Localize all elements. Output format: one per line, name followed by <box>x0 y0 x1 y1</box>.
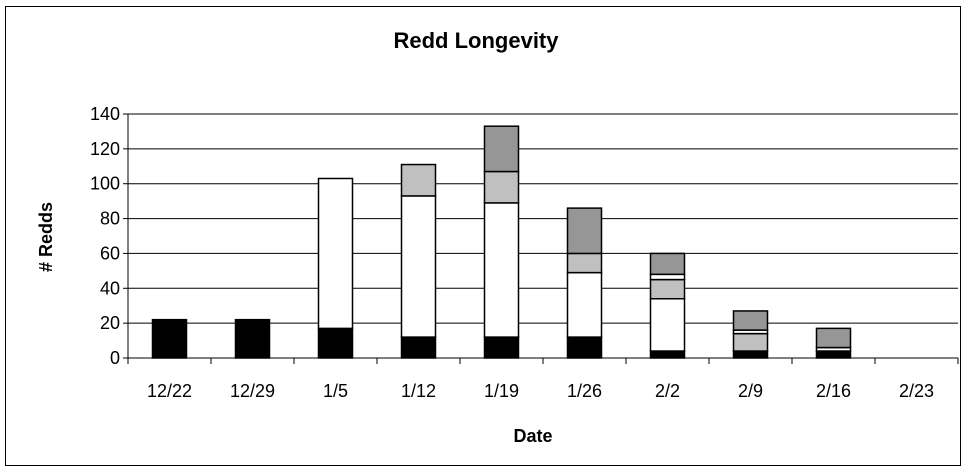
bar-segment <box>400 163 437 197</box>
bar-segment <box>483 170 520 204</box>
bar-segment <box>649 278 686 300</box>
x-tick-label: 1/12 <box>401 381 436 401</box>
bar-segment <box>566 336 603 359</box>
bar-segment <box>234 318 271 359</box>
y-tick-label: 100 <box>90 174 120 194</box>
bar-segment <box>400 195 437 338</box>
x-tick-label: 1/5 <box>323 381 348 401</box>
x-tick-label: 12/22 <box>147 381 192 401</box>
x-tick-label: 2/2 <box>655 381 680 401</box>
bar-segment <box>815 350 852 359</box>
bar-segment <box>732 350 769 359</box>
x-tick-labels: 12/22 12/29 1/5 1/12 1/19 1/26 2/2 2/9 2/16 2/23 <box>147 381 934 401</box>
bar-segment <box>732 310 769 331</box>
x-tick-label: 1/26 <box>567 381 602 401</box>
bar-segment <box>732 332 769 352</box>
x-tick-label: 12/29 <box>230 381 275 401</box>
gridlines <box>128 113 958 324</box>
bars <box>151 125 852 359</box>
y-tick-label: 40 <box>100 278 120 298</box>
x-tick-label: 1/19 <box>484 381 519 401</box>
y-tick-label: 120 <box>90 139 120 159</box>
x-axis-label: Date <box>513 426 552 446</box>
bar-segment <box>566 252 603 274</box>
x-tick-label: 2/9 <box>738 381 763 401</box>
x-tick-label: 2/23 <box>899 381 934 401</box>
bar-segment <box>483 336 520 359</box>
chart-title: Redd Longevity <box>393 28 559 53</box>
bar-segment <box>317 327 354 359</box>
y-tick-labels: 0 20 40 60 80 100 120 140 <box>90 104 128 368</box>
bar-segment <box>483 202 520 338</box>
bar-segment <box>649 252 686 276</box>
y-tick-label: 140 <box>90 104 120 124</box>
bar-segment <box>815 327 852 349</box>
y-tick-label: 80 <box>100 209 120 229</box>
y-axis-label: # Redds <box>36 202 56 272</box>
axes <box>127 114 959 364</box>
bar-segment <box>649 297 686 352</box>
x-tick-label: 2/16 <box>816 381 851 401</box>
bar-segment <box>483 125 520 173</box>
bar-segment <box>151 318 188 359</box>
y-tick-label: 0 <box>110 348 120 368</box>
bar-segment <box>566 207 603 255</box>
bar-segment <box>400 336 437 359</box>
y-tick-label: 20 <box>100 313 120 333</box>
bar-segment <box>649 350 686 359</box>
bar-segment <box>649 273 686 281</box>
y-tick-label: 60 <box>100 243 120 263</box>
bar-segment <box>317 177 354 330</box>
bar-segment <box>566 271 603 338</box>
chart-frame <box>5 6 961 466</box>
